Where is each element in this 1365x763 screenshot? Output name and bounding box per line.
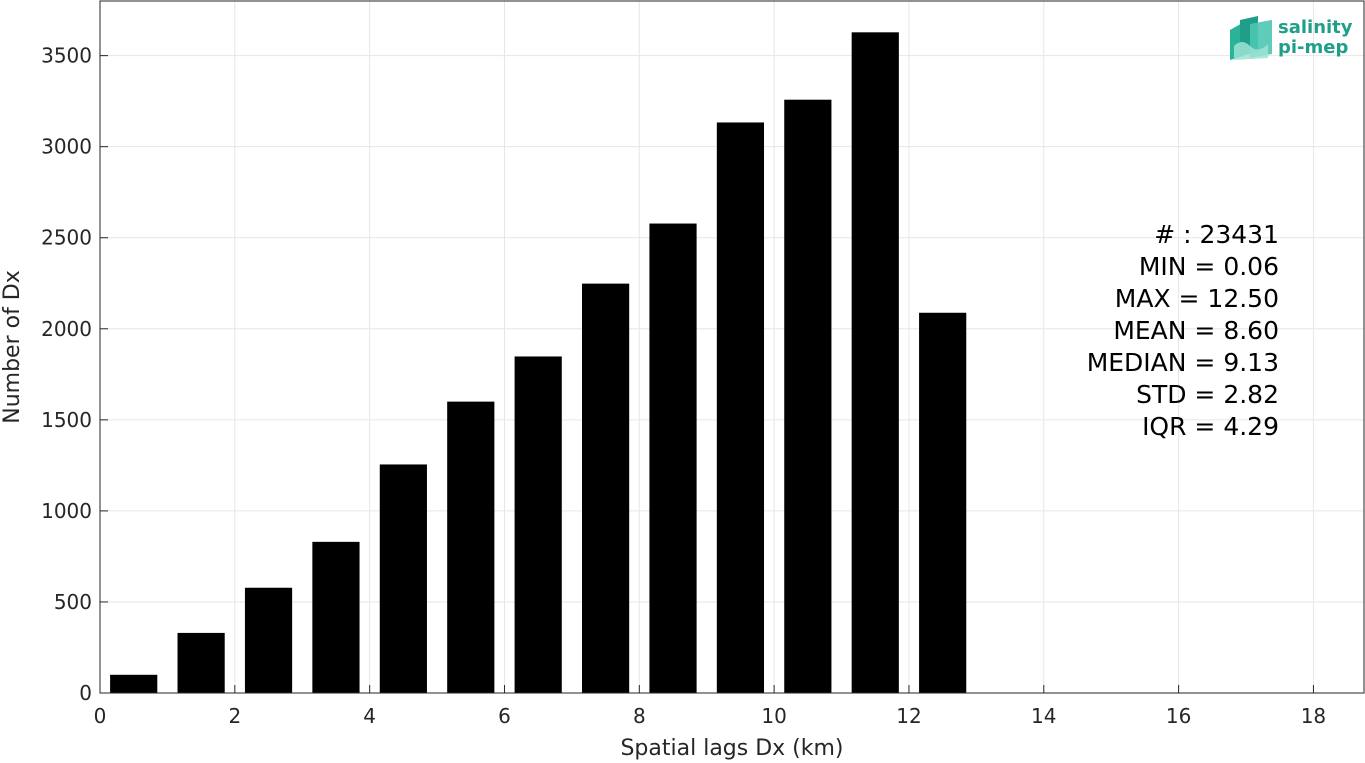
histogram-bar [110,674,158,693]
y-axis-label: Number of Dx [0,270,25,424]
histogram-bar [514,356,562,693]
histogram-bar [582,283,630,693]
y-tick-label: 3000 [41,135,92,159]
histogram-bar [716,122,765,693]
histogram-bar [244,587,293,693]
stats-line: MEAN = 8.60 [1113,316,1279,345]
y-tick-label: 1500 [41,408,92,432]
y-tick-label: 2500 [41,226,92,250]
x-tick-label: 6 [498,704,511,728]
histogram-bars [110,32,967,694]
axes-frame [99,0,1365,694]
x-tick-label: 0 [94,704,107,728]
stats-line: MAX = 12.50 [1115,284,1279,313]
x-tick-label: 8 [633,704,646,728]
x-tick-label: 16 [1166,704,1191,728]
x-tick-label: 2 [228,704,241,728]
x-axis-ticks: 0 2 4 6 8 10 12 14 16 18 [94,685,1326,728]
stats-line: MEDIAN = 9.13 [1087,348,1279,377]
histogram-bar [649,223,697,693]
x-tick-label: 4 [363,704,376,728]
stats-line: # : 23431 [1154,220,1279,249]
histogram-bar [447,401,495,693]
y-tick-label: 2000 [41,317,92,341]
histogram-bar [851,32,899,694]
y-tick-label: 3500 [41,44,92,68]
histogram-bar [177,632,225,693]
stats-line: IQR = 4.29 [1142,412,1279,441]
x-tick-label: 10 [761,704,786,728]
salinity-pimep-logo: salinity pi-mep [1230,16,1353,60]
logo-line1: salinity [1278,17,1353,38]
histogram-bar [312,541,360,693]
histogram-bar [919,312,967,693]
x-axis-label: Spatial lags Dx (km) [620,736,843,761]
x-tick-label: 18 [1301,704,1326,728]
y-axis-ticks: 0 500 1000 1500 2000 2500 3000 3500 [41,44,108,705]
histogram-bar [379,464,427,693]
histogram-bar [784,99,832,693]
y-tick-label: 500 [54,590,92,614]
stats-line: STD = 2.82 [1136,380,1279,409]
y-tick-label: 1000 [41,499,92,523]
logo-line2: pi-mep [1278,37,1348,58]
wave-logo-icon [1230,16,1272,60]
y-tick-label: 0 [79,681,92,705]
x-tick-label: 14 [1031,704,1056,728]
statistics-box: # : 23431 MIN = 0.06 MAX = 12.50 MEAN = 8.6… [1087,220,1279,441]
stats-line: MIN = 0.06 [1139,252,1279,281]
x-tick-label: 12 [896,704,921,728]
